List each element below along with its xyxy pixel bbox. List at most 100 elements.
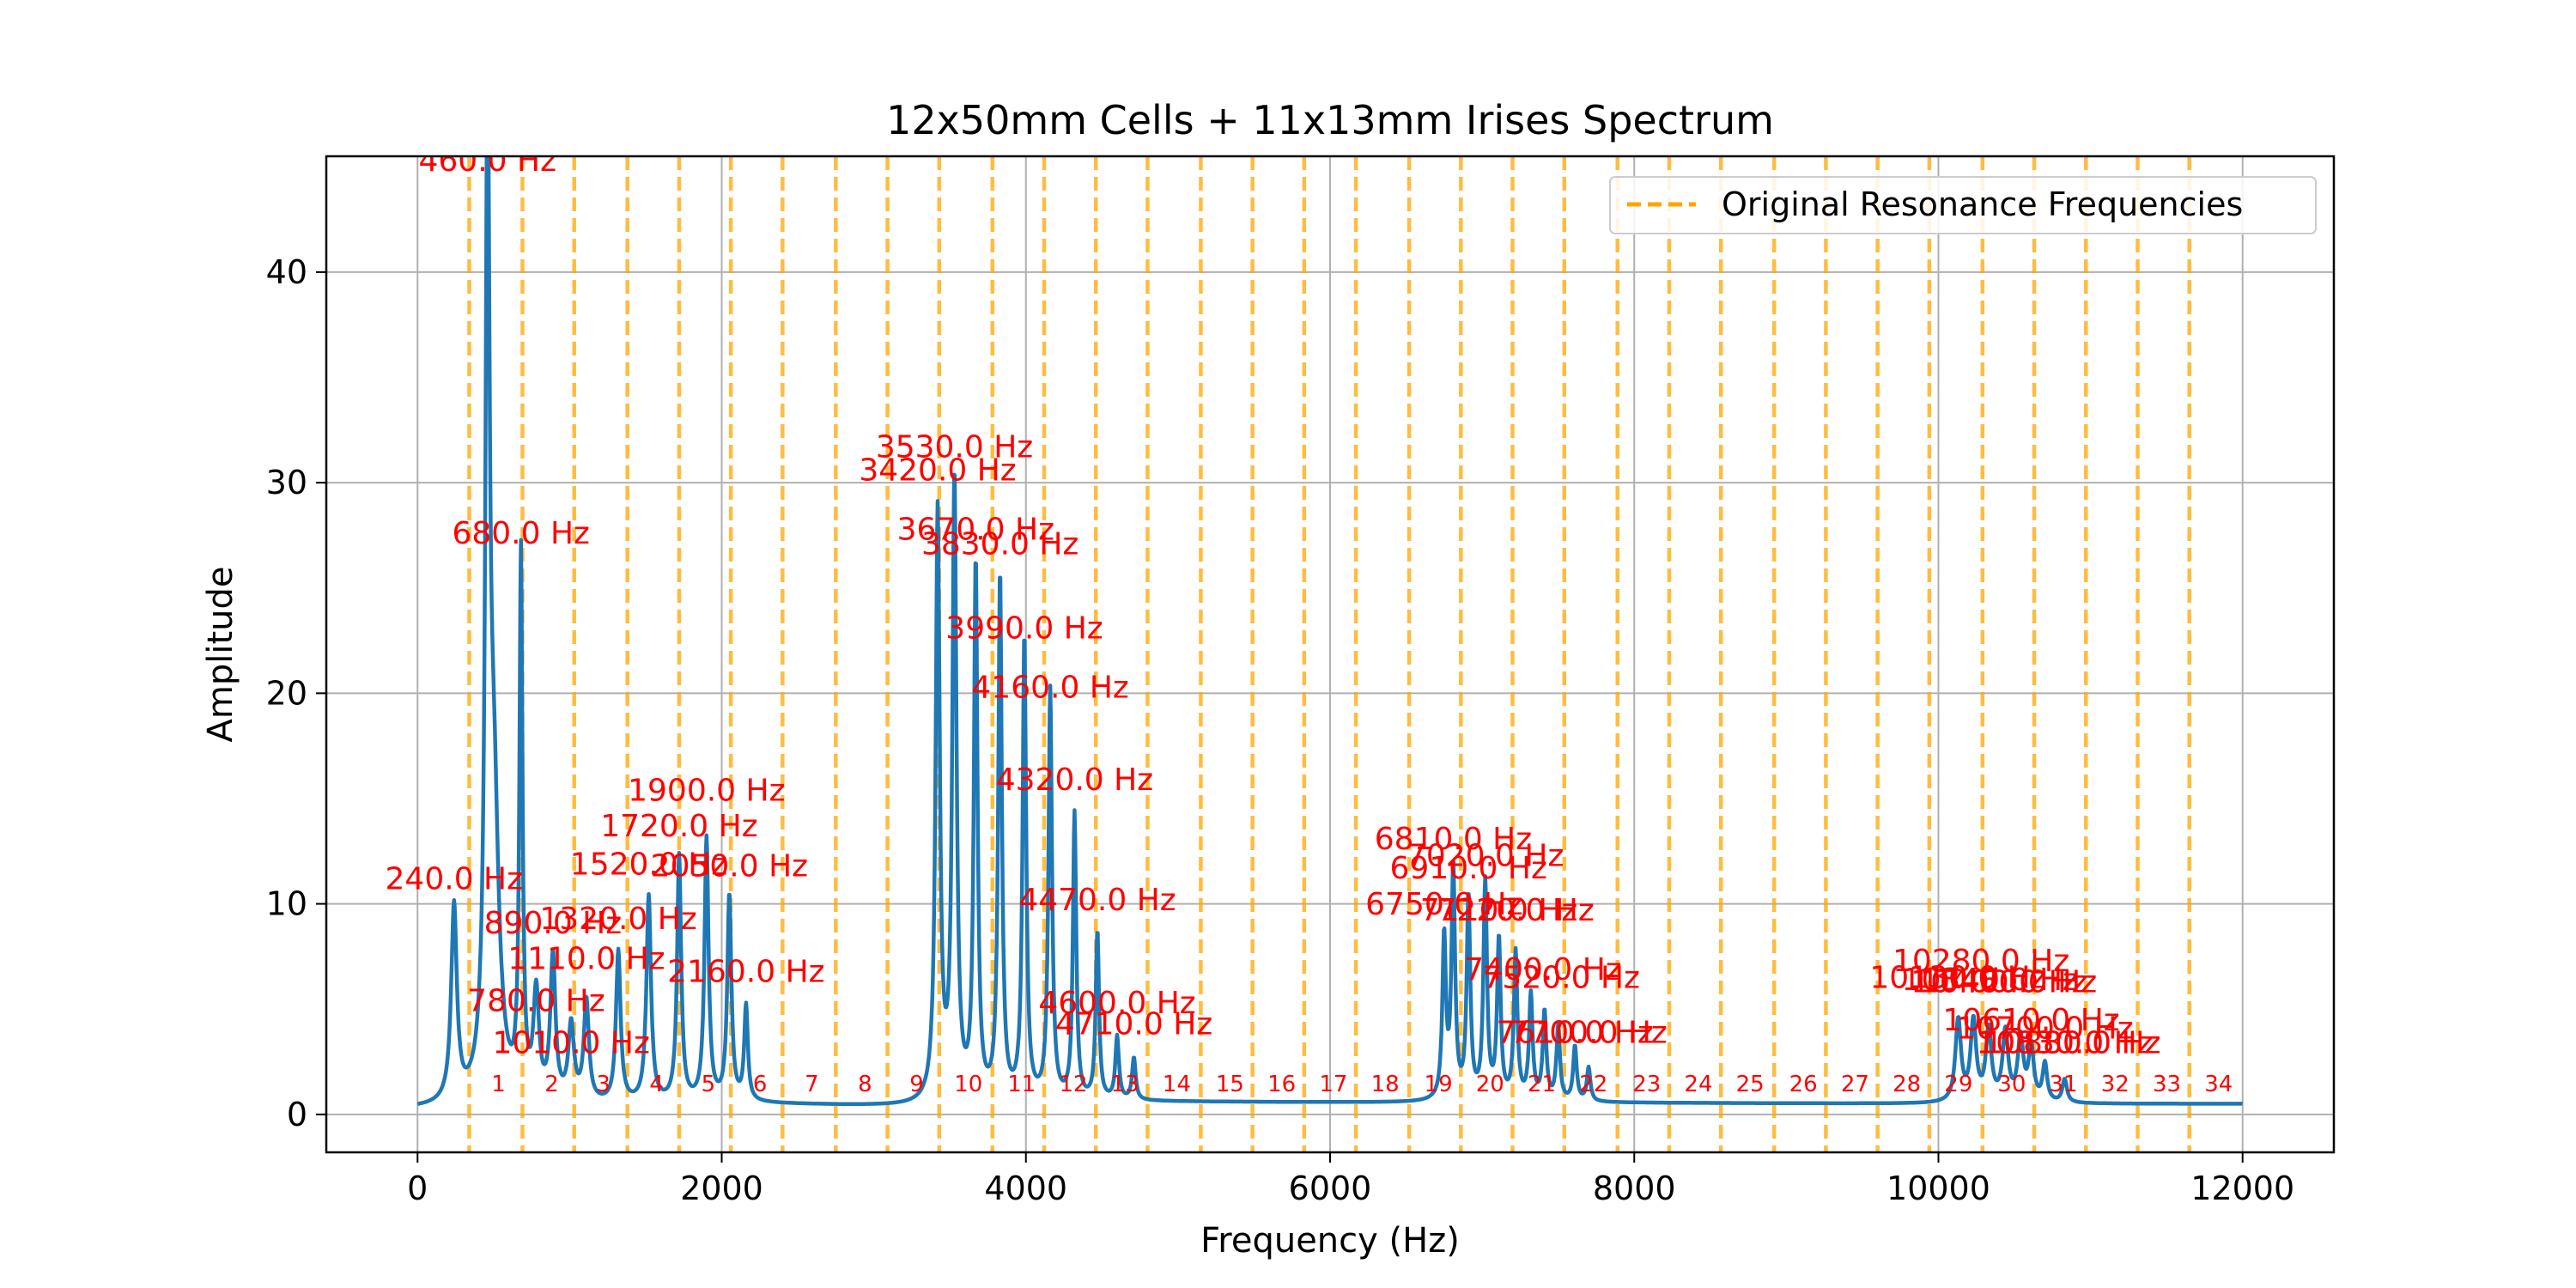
resonance-index-label: 22 <box>1579 1072 1607 1097</box>
y-tick-label: 40 <box>266 253 307 291</box>
resonance-index-label: 7 <box>805 1072 819 1097</box>
resonance-index-label: 33 <box>2153 1072 2181 1097</box>
x-axis: 0 2000 4000 6000 8000 10000 12000 <box>407 1152 2294 1207</box>
resonance-index-label: 31 <box>2050 1072 2078 1097</box>
peak-annotation: 1110.0 Hz <box>507 942 665 977</box>
peak-annotation: 10830.0 Hz <box>1976 1026 2153 1061</box>
peak-annotation: 6910.0 Hz <box>1389 851 1546 886</box>
peak-annotation: 2050.0 Hz <box>651 849 808 884</box>
resonance-index-label: 28 <box>1893 1072 1921 1097</box>
peak-annotation: 7220.0 Hz <box>1437 893 1594 928</box>
resonance-index-label: 29 <box>1944 1072 1972 1097</box>
peak-annotation: 2160.0 Hz <box>667 954 824 989</box>
resonance-index-label: 24 <box>1684 1072 1712 1097</box>
peak-annotation: 460.0 Hz <box>419 143 556 179</box>
resonance-index-label: 14 <box>1163 1072 1191 1097</box>
y-tick-label: 10 <box>266 885 307 923</box>
peak-annotation: 680.0 Hz <box>452 516 589 551</box>
legend: Original Resonance Frequencies <box>1609 176 2317 234</box>
resonance-index-label: 16 <box>1267 1072 1296 1097</box>
peak-annotation: 7110.0 Hz <box>1420 893 1577 928</box>
peak-annotation: 780.0 Hz <box>467 984 605 1019</box>
peak-annotation: 10610.0 Hz <box>1942 1003 2119 1038</box>
legend-entry-resonance: Original Resonance Frequencies <box>1722 185 2243 223</box>
peak-annotation: 1900.0 Hz <box>628 773 785 808</box>
peak-annotation: 10130.0 Hz <box>1869 961 2046 996</box>
x-tick-label: 2000 <box>680 1170 763 1207</box>
peak-annotation: 10460.0 Hz <box>1920 965 2097 1000</box>
x-tick-label: 6000 <box>1289 1170 1372 1207</box>
peak-annotation: 4470.0 Hz <box>1018 883 1176 918</box>
resonance-index-label: 26 <box>1789 1072 1818 1097</box>
resonance-index-label: 32 <box>2101 1072 2129 1097</box>
peak-annotation: 3990.0 Hz <box>945 611 1103 647</box>
resonance-index-label: 17 <box>1319 1072 1347 1097</box>
peak-annotation: 7400.0 Hz <box>1464 952 1621 987</box>
peak-annotation: 4710.0 Hz <box>1055 1007 1212 1042</box>
peak-annotation: 3830.0 Hz <box>921 527 1078 562</box>
x-tick-label: 0 <box>407 1170 428 1207</box>
resonance-index-label: 10 <box>954 1072 982 1097</box>
x-axis-title: Frequency (Hz) <box>1200 1221 1460 1261</box>
resonance-index-label: 1 <box>491 1072 506 1097</box>
spectrum-series <box>416 156 2245 1106</box>
spectrum-line <box>416 156 2245 1106</box>
peak-annotation: 1520.0 Hz <box>570 847 727 882</box>
resonance-index-label: 3 <box>596 1072 611 1097</box>
y-axis: 0 10 20 30 40 <box>266 253 326 1133</box>
peak-annotation: 3670.0 Hz <box>897 512 1054 547</box>
peak-annotation: 4160.0 Hz <box>971 670 1128 705</box>
peak-annotation: 10700.0 Hz <box>1956 1012 2133 1047</box>
resonance-index-label: 12 <box>1059 1072 1087 1097</box>
peak-annotation: 4600.0 Hz <box>1038 986 1195 1021</box>
chart-title: 12x50mm Cells + 11x13mm Irises Spectrum <box>886 97 1774 143</box>
resonance-index-label: 20 <box>1476 1072 1504 1097</box>
peak-annotation: 1320.0 Hz <box>539 902 696 937</box>
peak-annotation: 1010.0 Hz <box>492 1026 649 1061</box>
y-tick-label: 0 <box>287 1096 307 1133</box>
resonance-index-label: 9 <box>909 1072 924 1097</box>
resonance-index-label: 13 <box>1111 1072 1139 1097</box>
peak-annotation: 7610.0 Hz <box>1496 1015 1653 1050</box>
peak-annotation: 3420.0 Hz <box>859 453 1016 489</box>
x-tick-label: 12000 <box>2190 1170 2294 1207</box>
peak-annotation: 4320.0 Hz <box>996 762 1153 798</box>
resonance-index-label: 2 <box>544 1072 559 1097</box>
peak-annotation: 10400.0 Hz <box>1911 965 2087 1000</box>
resonance-index-label: 27 <box>1841 1072 1869 1097</box>
peak-annotation: 240.0 Hz <box>386 861 523 896</box>
peak-annotation: 7520.0 Hz <box>1483 961 1640 996</box>
peak-annotation: 10880.0 Hz <box>1984 1026 2160 1061</box>
peak-annotation: 10340.0 Hz <box>1902 963 2079 998</box>
legend-box <box>1609 176 2317 234</box>
peak-annotation: 6810.0 Hz <box>1375 822 1532 857</box>
resonance-index-label: 25 <box>1736 1072 1765 1097</box>
resonance-index-label: 18 <box>1371 1072 1400 1097</box>
resonance-index-label: 21 <box>1528 1072 1556 1097</box>
peak-annotation: 7020.0 Hz <box>1406 838 1564 873</box>
x-tick-label: 10000 <box>1886 1170 1990 1207</box>
resonance-index-label: 19 <box>1425 1072 1453 1097</box>
resonance-index-label: 5 <box>702 1072 716 1097</box>
resonance-index-label: 6 <box>753 1072 768 1097</box>
peak-annotation: 6750.0 Hz <box>1365 887 1522 922</box>
resonance-index-label: 30 <box>1997 1072 2026 1097</box>
resonance-index-labels: 1 2 3 4 5 6 7 8 9 10 11 12 13 14 15 16 17 18 19 20 21 22 23 24 2… <box>491 1072 2233 1097</box>
peak-annotation: 10280.0 Hz <box>1893 944 2069 979</box>
y-axis-title: Amplitude <box>201 567 240 743</box>
resonance-index-label: 34 <box>2204 1072 2233 1097</box>
resonance-index-label: 4 <box>649 1072 664 1097</box>
resonance-index-label: 8 <box>858 1072 872 1097</box>
resonance-index-label: 11 <box>1007 1072 1036 1097</box>
x-tick-label: 8000 <box>1593 1170 1676 1207</box>
peak-annotation: 3530.0 Hz <box>876 430 1033 465</box>
resonance-index-label: 15 <box>1216 1072 1244 1097</box>
x-tick-label: 4000 <box>984 1170 1067 1207</box>
y-tick-label: 20 <box>266 674 307 712</box>
y-tick-label: 30 <box>266 464 307 501</box>
peak-annotation: 1720.0 Hz <box>600 809 757 844</box>
peak-annotation: 890.0 Hz <box>484 906 622 941</box>
